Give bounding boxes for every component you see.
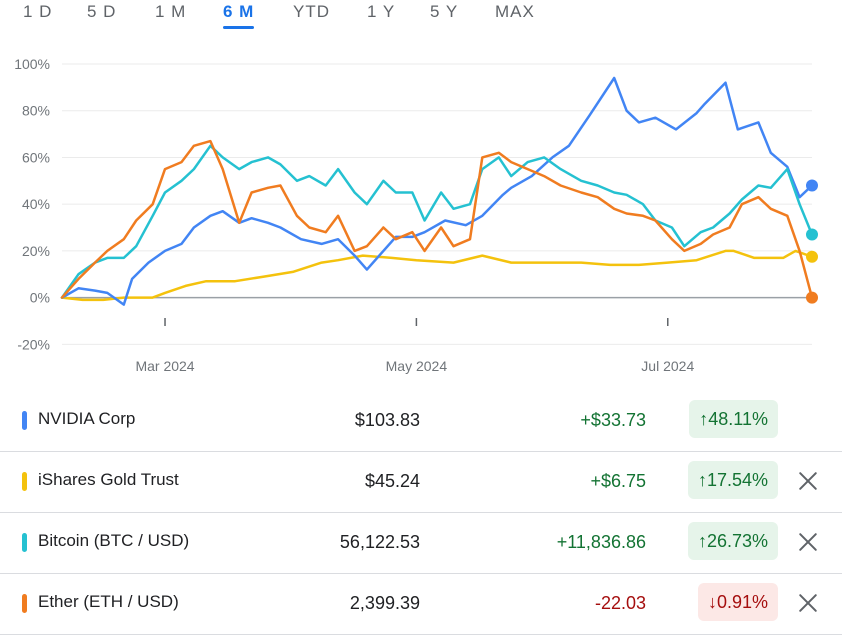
tab-1y[interactable]: 1 Y [367,2,396,21]
asset-change: +11,836.86 [556,532,646,552]
asset-price: 56,122.53 [339,532,420,552]
asset-price: $45.24 [364,471,420,491]
row-divider [0,634,842,635]
arrow-up-icon: ↑ [697,470,707,490]
x-tick-label: May 2024 [386,358,448,374]
tab-ytd[interactable]: YTD [293,2,330,21]
asset-row[interactable]: Bitcoin (BTC / USD) 56,122.53 +11,836.86 ↑2… [0,512,842,573]
series-end-point [806,179,818,192]
percent-change-value: 26.73% [706,531,768,551]
row-divider [0,512,842,513]
series-line-nvidia-corp [60,76,814,306]
y-tick-label: -20% [17,336,50,352]
asset-row[interactable]: iShares Gold Trust $45.24 +$6.75 ↑17.54% [0,451,842,512]
asset-row[interactable]: Ether (ETH / USD) 2,399.39 -22.03 ↓0.91% [0,573,842,634]
series-line-bitcoin-btc-usd [60,144,814,299]
asset-name: Bitcoin (BTC / USD) [38,531,190,550]
y-tick-label: 20% [22,243,50,259]
x-tick-label: Jul 2024 [641,358,694,374]
y-tick-label: 40% [22,196,50,212]
series-end-point [806,291,818,304]
series-color-marker [22,411,27,430]
tab-5d[interactable]: 5 D [87,2,117,21]
asset-name: NVIDIA Corp [38,409,136,428]
series-color-marker [22,472,27,491]
tab-5y[interactable]: 5 Y [430,2,459,21]
arrow-up-icon: ↑ [697,531,707,551]
percent-change-value: 17.54% [706,470,768,490]
tab-max[interactable]: MAX [495,2,535,21]
series-end-point [806,250,818,263]
asset-change: +$33.73 [580,410,646,430]
asset-name: Ether (ETH / USD) [38,592,179,611]
y-tick-label: 0% [30,290,50,306]
row-divider [0,573,842,574]
percent-change-badge: ↑26.73% [687,522,778,560]
arrow-down-icon: ↓ [707,592,717,612]
time-range-tabs: 1 D 5 D 1 M 6 M YTD 1 Y 5 Y MAX [0,0,842,34]
percent-change-badge: ↑48.11% [689,400,778,438]
asset-change: +$6.75 [590,471,646,491]
percent-change-badge: ↓0.91% [697,583,778,621]
remove-comparison-close-icon[interactable] [796,469,820,493]
y-tick-label: 60% [22,149,50,165]
asset-price: $103.83 [354,410,420,430]
series-line-ether-eth-usd [60,139,814,299]
percent-change-value: 0.91% [716,592,768,612]
x-tick-label: Mar 2024 [135,358,194,374]
remove-comparison-close-icon[interactable] [796,591,820,615]
tab-6m[interactable]: 6 M [223,2,255,29]
percent-change-badge: ↑17.54% [687,461,778,499]
series-color-marker [22,533,27,552]
percent-change-value: 48.11% [708,409,768,429]
tab-1m[interactable]: 1 M [155,2,187,21]
series-end-point [806,228,818,241]
performance-chart: 100% 80% 60% 40% 20% 0% -20% Mar 2024 May 2024 Ju… [14,56,818,374]
arrow-up-icon: ↑ [699,409,709,429]
series-line-ishares-gold-trust [60,249,814,302]
y-tick-label: 100% [14,56,50,72]
series-color-marker [22,594,27,613]
asset-name: iShares Gold Trust [38,470,179,489]
tab-1d[interactable]: 1 D [23,2,53,21]
asset-row[interactable]: NVIDIA Corp $103.83 +$33.73 ↑48.11% [0,390,842,451]
remove-comparison-close-icon[interactable] [796,530,820,554]
y-tick-label: 80% [22,103,50,119]
row-divider [0,451,842,452]
asset-price: 2,399.39 [349,593,420,613]
asset-change: -22.03 [594,593,646,613]
